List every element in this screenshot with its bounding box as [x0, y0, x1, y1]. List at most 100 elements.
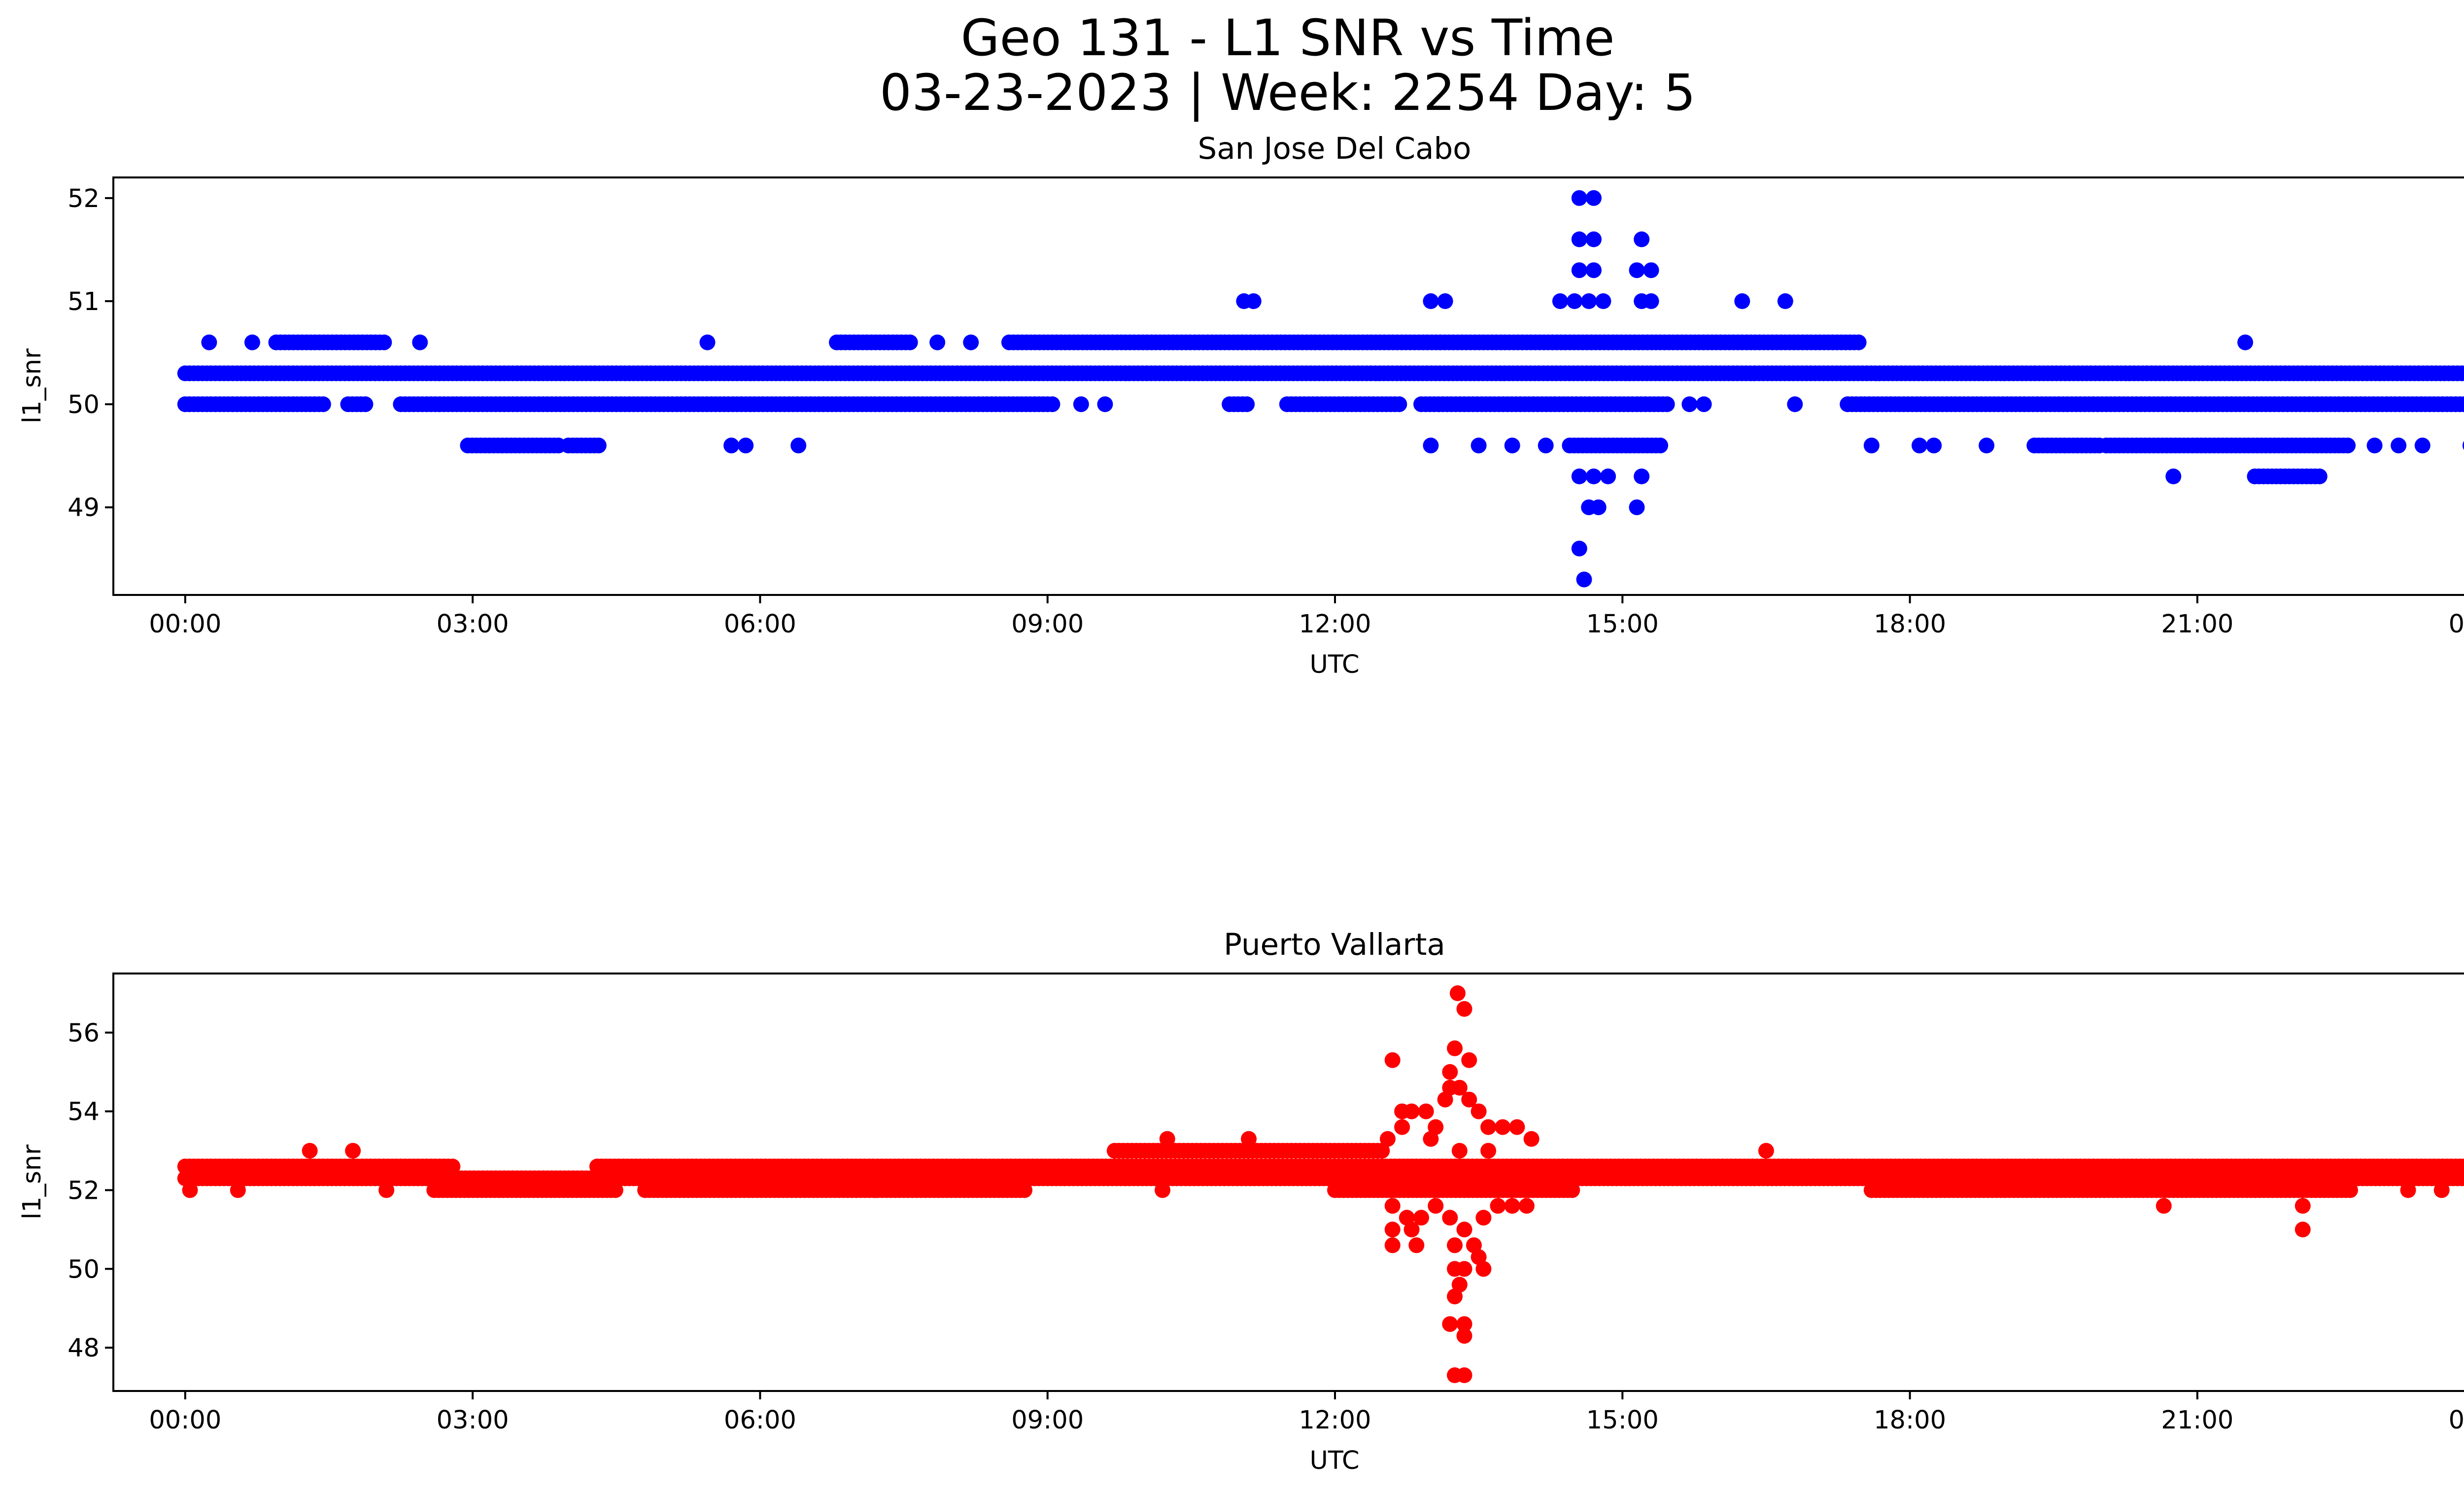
data-point — [607, 1182, 623, 1198]
data-point — [1413, 1210, 1429, 1226]
data-point — [2400, 1182, 2416, 1198]
data-point — [1456, 1221, 1472, 1238]
data-point — [1576, 571, 1592, 588]
data-point — [2366, 437, 2383, 453]
data-point — [1442, 1316, 1458, 1332]
x-tick-label: 09:00 — [1011, 610, 1084, 639]
panel-title: Puerto Vallarta — [1224, 927, 1445, 962]
data-point — [378, 1182, 395, 1198]
y-tick-label: 52 — [68, 1176, 100, 1205]
data-point — [2294, 1221, 2311, 1238]
data-point — [1384, 1052, 1401, 1068]
data-point — [2156, 1198, 2172, 1214]
data-point — [1586, 468, 1602, 485]
scatter-panel-san-jose-del-cabo: San Jose Del Cabo 00:00 03:00 06:00 09:00 12… — [18, 131, 2464, 679]
data-point — [1097, 396, 1113, 413]
data-point — [2391, 437, 2407, 453]
data-point — [699, 334, 716, 350]
data-point — [357, 396, 374, 413]
x-tick-label: 15:00 — [1586, 610, 1659, 639]
data-point — [1447, 1040, 1463, 1056]
data-point — [1777, 293, 1793, 309]
data-point — [1480, 1119, 1497, 1135]
data-point — [1384, 1221, 1401, 1238]
data-point — [315, 396, 331, 413]
data-point — [1475, 1261, 1492, 1277]
data-point — [1456, 1367, 1472, 1383]
data-point — [929, 334, 946, 350]
data-point — [1379, 1131, 1396, 1147]
data-point — [1447, 1237, 1463, 1253]
data-point — [1017, 1182, 1032, 1198]
data-point — [1495, 1119, 1511, 1135]
data-point — [1423, 1131, 1439, 1147]
data-point — [2311, 468, 2327, 485]
data-point — [1571, 190, 1587, 206]
data-point — [1475, 1210, 1492, 1226]
data-point — [345, 1143, 361, 1159]
data-point — [1451, 1277, 1468, 1293]
data-point — [2461, 1160, 2464, 1173]
data-point — [1442, 1064, 1458, 1080]
y-axis-ticks: 49 50 51 52 — [68, 184, 113, 522]
data-point — [1449, 985, 1466, 1001]
data-point — [963, 334, 979, 350]
data-point — [1600, 468, 1616, 485]
y-tick-label: 50 — [68, 1255, 100, 1284]
x-tick-label: 12:00 — [1299, 610, 1371, 639]
data-point — [1391, 396, 1407, 413]
data-point — [1571, 231, 1587, 247]
data-point — [2461, 397, 2464, 411]
data-point — [244, 334, 260, 350]
data-point — [2342, 1182, 2358, 1198]
data-point — [2237, 334, 2254, 350]
data-point — [201, 334, 217, 350]
y-tick-label: 49 — [68, 493, 100, 522]
data-point — [1456, 1261, 1472, 1277]
data-point — [1586, 262, 1602, 278]
data-point — [1590, 499, 1607, 516]
figure-title-line2: 03-23-2023 | Week: 2254 Day: 5 — [880, 64, 1696, 122]
data-point — [1509, 1119, 1525, 1135]
data-point — [2463, 369, 2464, 378]
x-axis-ticks: 00:00 03:00 06:00 09:00 12:00 15:00 18:00 21:00… — [149, 1391, 2464, 1435]
data-point — [2463, 1174, 2464, 1183]
data-point — [1437, 1091, 1453, 1108]
data-point — [1408, 1237, 1425, 1253]
data-point — [2458, 1171, 2464, 1186]
data-point — [1461, 1091, 1477, 1108]
data-point — [1564, 1182, 1580, 1198]
data-point — [1504, 1198, 1520, 1214]
x-tick-label: 03:00 — [437, 610, 509, 639]
x-axis-ticks: 00:00 03:00 06:00 09:00 12:00 15:00 18:00 21:00… — [149, 595, 2464, 639]
data-point — [1979, 437, 1995, 453]
data-point — [1581, 293, 1597, 309]
data-point — [1428, 1198, 1444, 1214]
data-points — [177, 190, 2464, 588]
x-tick-label: 06:00 — [724, 1406, 796, 1435]
data-point — [1912, 437, 1927, 453]
data-point — [1571, 468, 1587, 485]
data-point — [1471, 1249, 1487, 1265]
x-tick-label: 00:00 — [149, 610, 221, 639]
data-point — [1634, 231, 1650, 247]
data-point — [1437, 293, 1453, 309]
figure-title-line1: Geo 131 - L1 SNR vs Time — [961, 9, 1615, 68]
y-tick-label: 50 — [68, 390, 100, 419]
x-tick-label: 06:00 — [724, 610, 796, 639]
data-point — [1490, 1198, 1506, 1214]
data-point — [1758, 1143, 1774, 1159]
data-point — [1586, 190, 1602, 206]
data-point — [1571, 540, 1587, 556]
data-point — [1634, 468, 1650, 485]
data-point — [182, 1182, 198, 1198]
data-point — [412, 334, 428, 350]
data-point — [445, 1158, 461, 1175]
data-point — [1451, 1143, 1468, 1159]
y-tick-label: 54 — [68, 1098, 100, 1127]
data-point — [1403, 1221, 1420, 1238]
x-tick-label: 21:00 — [2161, 610, 2233, 639]
data-point — [738, 437, 754, 453]
data-point — [2463, 441, 2464, 451]
